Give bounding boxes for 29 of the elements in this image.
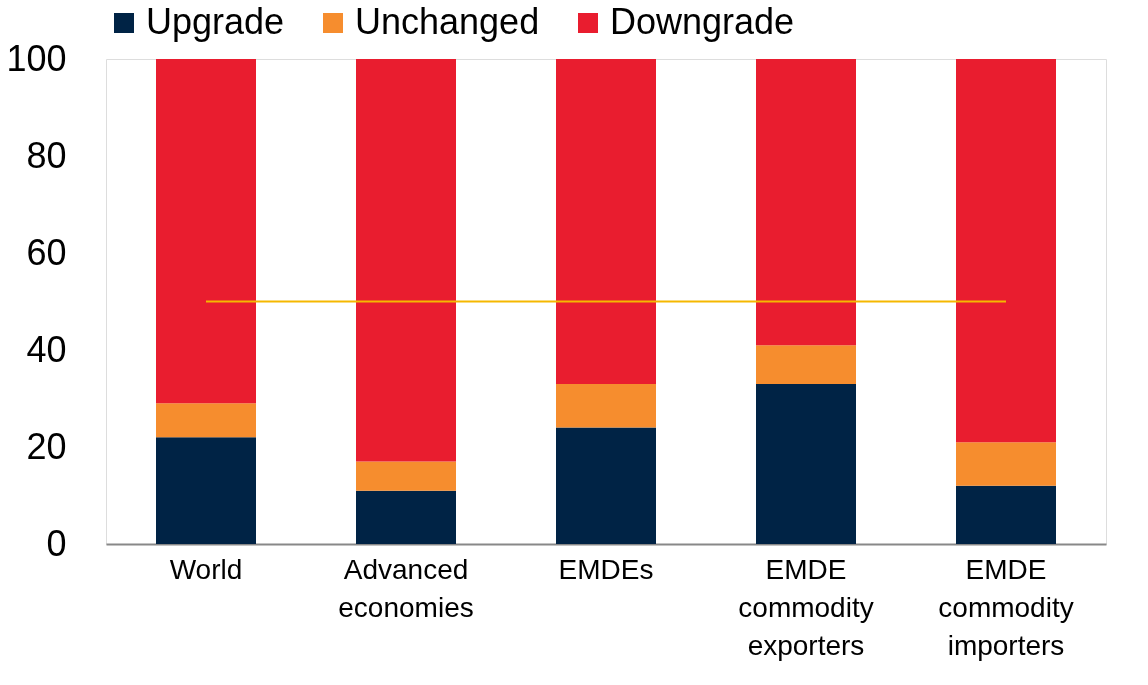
bar (756, 345, 856, 384)
legend-label: Upgrade (146, 1, 285, 42)
x-tick-label: EMDE commodity importers (938, 553, 1074, 661)
y-tick-label: 80 (26, 134, 67, 176)
bar (556, 427, 656, 544)
bar (356, 490, 456, 544)
legend-label: Unchanged (355, 1, 540, 42)
x-tick-label: EMDE commodity exporters (738, 553, 874, 661)
x-tick-label: Advanced economies (338, 553, 474, 623)
y-tick-label: 0 (46, 522, 67, 564)
y-tick-label: 20 (26, 425, 67, 467)
bar (956, 442, 1056, 486)
bar (156, 437, 256, 544)
bar (556, 383, 656, 428)
bar (356, 461, 456, 491)
bar (956, 59, 1056, 443)
bar (756, 59, 856, 346)
bar (956, 485, 1056, 544)
y-tick-label: 100 (6, 37, 67, 79)
x-tick-label: EMDEs (558, 553, 654, 585)
legend-label: Downgrade (610, 1, 795, 42)
bar (156, 403, 256, 438)
bar (756, 383, 856, 544)
bar (156, 59, 256, 404)
bar (556, 59, 656, 384)
y-tick-label: 40 (26, 328, 67, 370)
x-tick-label: World (169, 553, 243, 585)
y-tick-label: 60 (26, 231, 67, 273)
bar (356, 59, 456, 462)
